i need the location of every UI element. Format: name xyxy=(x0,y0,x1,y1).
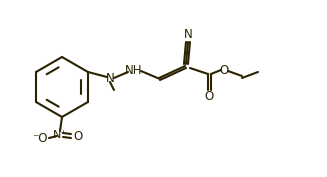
Text: N⁺: N⁺ xyxy=(53,130,67,140)
Text: ⁻O: ⁻O xyxy=(32,133,48,145)
Text: O: O xyxy=(219,64,229,76)
Text: O: O xyxy=(73,130,83,144)
Text: O: O xyxy=(204,90,214,104)
Text: N: N xyxy=(183,28,192,41)
Text: NH: NH xyxy=(125,64,143,76)
Text: N: N xyxy=(106,72,114,84)
